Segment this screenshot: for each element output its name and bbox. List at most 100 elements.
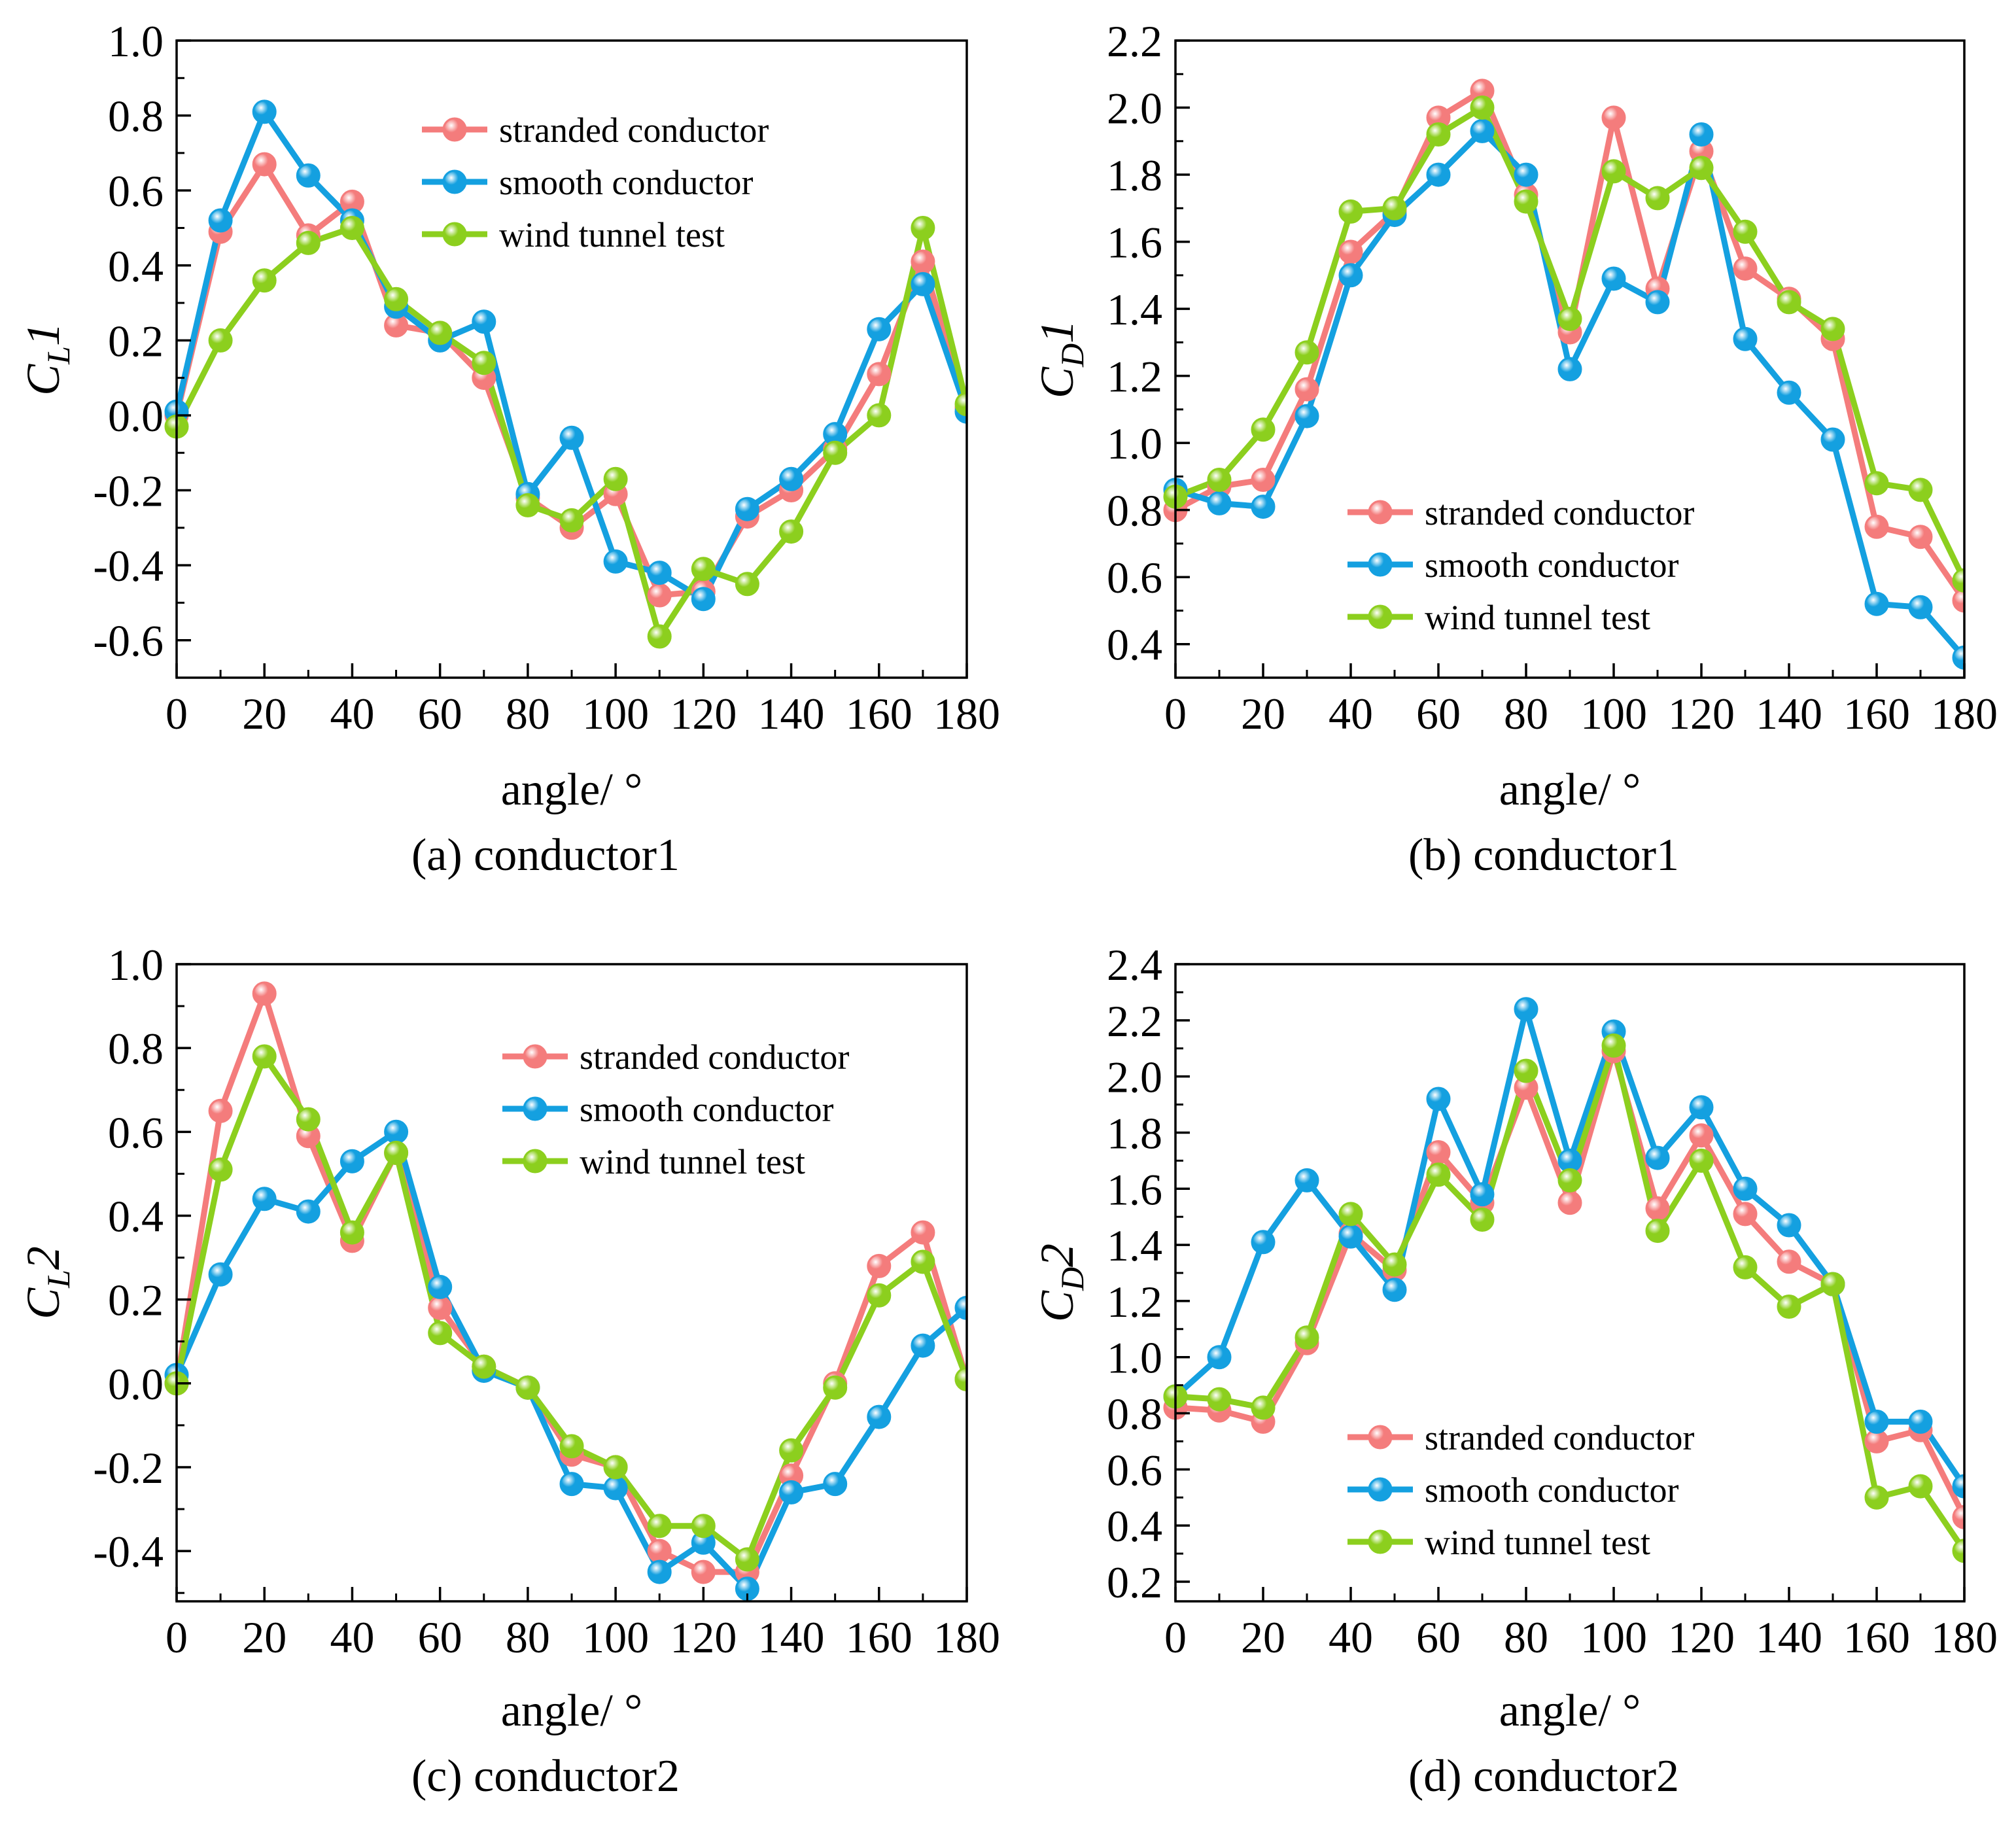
x-tick-label: 160 [846, 1612, 912, 1662]
data-point-wind [1864, 1485, 1889, 1510]
data-point-smooth [1207, 1345, 1232, 1370]
x-tick-label: 100 [1580, 689, 1647, 739]
y-tick-label: 2.2 [1107, 16, 1162, 66]
legend-marker-stranded [1368, 500, 1393, 525]
legend-marker-stranded [442, 117, 467, 142]
data-point-stranded [1689, 1123, 1714, 1148]
y-tick-label: 0.8 [1107, 1389, 1162, 1439]
data-point-wind [1733, 219, 1758, 244]
series-group [1163, 78, 1964, 670]
data-point-smooth [472, 309, 496, 334]
y-tick-label: 1.2 [1107, 352, 1162, 402]
data-point-wind [1557, 1168, 1582, 1192]
x-tick-label: 80 [1504, 1612, 1548, 1662]
x-tick-label: 120 [1668, 689, 1735, 739]
data-point-wind [339, 216, 364, 240]
legend-label-wind: wind tunnel test [1425, 1523, 1650, 1562]
data-point-smooth [1733, 326, 1758, 351]
data-point-stranded [647, 1539, 672, 1563]
data-point-wind [1952, 568, 1964, 593]
y-tick-label: 0.6 [1107, 1445, 1162, 1495]
x-tick-label: 0 [1164, 689, 1187, 739]
x-tick-label: 140 [758, 1612, 825, 1662]
data-point-wind [691, 1514, 716, 1539]
data-point-stranded [1601, 105, 1626, 130]
y-tick-label: 1.0 [1107, 419, 1162, 468]
y-tick-label: 1.0 [108, 16, 164, 66]
data-point-stranded [1338, 239, 1363, 264]
data-point-stranded [1426, 1140, 1451, 1164]
data-point-wind [1908, 1474, 1933, 1499]
data-point-stranded [428, 1295, 453, 1320]
data-point-stranded [867, 1253, 892, 1278]
x-tick-label: 60 [418, 689, 462, 739]
data-point-smooth [384, 1119, 409, 1144]
data-point-smooth [1908, 595, 1933, 619]
y-tick-label: 1.4 [1107, 285, 1162, 334]
data-point-smooth [1864, 591, 1889, 616]
x-tick-label: 140 [1756, 1612, 1822, 1662]
legend-label-smooth: smooth conductor [499, 163, 753, 202]
data-point-smooth [1952, 1474, 1964, 1499]
data-point-wind [1207, 468, 1232, 492]
x-tick-label: 120 [1668, 1612, 1735, 1662]
data-point-wind [1601, 159, 1626, 184]
data-point-smooth [208, 208, 233, 233]
x-tick-label: 20 [1241, 689, 1285, 739]
data-point-smooth [296, 1199, 321, 1224]
x-tick-label: 0 [165, 1612, 188, 1662]
series-group [164, 99, 967, 649]
x-tick-label: 0 [165, 689, 188, 739]
data-point-wind [1601, 1033, 1626, 1058]
legend: stranded conductor smooth conductor wind t… [1347, 1418, 1694, 1562]
data-point-wind [1952, 1539, 1964, 1563]
y-tick-label: 1.4 [1107, 1221, 1162, 1270]
data-point-smooth [1338, 263, 1363, 288]
data-point-smooth [559, 1472, 584, 1497]
data-point-stranded [1952, 1505, 1964, 1529]
data-point-stranded [1864, 514, 1889, 539]
x-tick-label: 160 [1843, 689, 1910, 739]
data-point-wind [252, 268, 277, 293]
panel-caption: (c) conductor2 [411, 1751, 680, 1801]
y-tick-label: -0.6 [93, 616, 164, 666]
data-point-smooth [1470, 1182, 1495, 1207]
data-point-stranded [208, 1098, 233, 1123]
data-point-smooth [1295, 1168, 1319, 1192]
data-point-wind [911, 1249, 935, 1274]
data-point-smooth [647, 561, 672, 585]
data-point-wind [1820, 317, 1845, 341]
x-tick-label: 20 [242, 689, 287, 739]
data-point-stranded [252, 152, 277, 177]
data-point-stranded [1295, 377, 1319, 402]
data-point-smooth [296, 163, 321, 188]
data-point-smooth [1952, 645, 1964, 670]
x-tick-label: 140 [758, 689, 825, 739]
y-tick-label: 1.0 [1107, 1333, 1162, 1383]
y-tick-label: 2.4 [1107, 940, 1162, 990]
x-tick-label: 180 [1931, 689, 1998, 739]
data-point-smooth [1689, 122, 1714, 147]
data-point-wind [1733, 1255, 1758, 1279]
legend-label-smooth: smooth conductor [1425, 1470, 1678, 1510]
series-group [164, 981, 967, 1601]
data-point-smooth [867, 317, 892, 341]
data-point-smooth [691, 587, 716, 612]
data-point-smooth [1251, 495, 1276, 519]
legend-label-stranded: stranded conductor [1425, 493, 1694, 532]
data-point-smooth [1733, 1176, 1758, 1201]
data-point-wind [1645, 186, 1670, 211]
y-tick-label: 0.6 [1107, 553, 1162, 602]
legend-marker-wind [1368, 1529, 1393, 1554]
data-point-smooth [339, 1149, 364, 1174]
legend: stranded conductor smooth conductor wind t… [422, 111, 769, 254]
x-tick-label: 20 [1241, 1612, 1285, 1662]
y-tick-label: 0.8 [1107, 486, 1162, 536]
data-point-wind [472, 1354, 496, 1379]
legend-marker-stranded [1368, 1425, 1393, 1450]
data-point-wind [1338, 1202, 1363, 1227]
y-axis-label: CL2 [17, 1246, 77, 1319]
data-point-stranded [911, 249, 935, 274]
data-point-smooth [779, 1480, 804, 1505]
y-tick-label: 0.4 [108, 1191, 164, 1241]
